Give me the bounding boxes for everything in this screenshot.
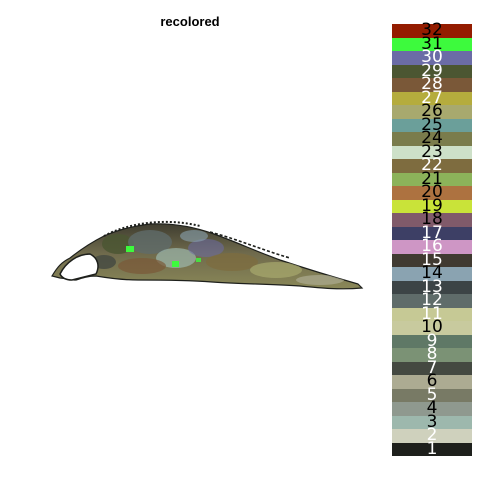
legend-swatch-21: [392, 172, 472, 187]
legend-swatch-17: [392, 226, 472, 241]
legend-swatch-6: [392, 375, 472, 389]
legend-swatch-14: [392, 267, 472, 281]
legend-swatch-11: [392, 307, 472, 322]
legend-swatch-1: [392, 442, 472, 457]
specimen-image: [51, 220, 364, 290]
legend-swatch-29: [392, 64, 472, 79]
specimen-silhouette: [51, 220, 364, 290]
legend-swatch-22: [392, 159, 472, 173]
legend-swatch-18: [392, 213, 472, 227]
plot-title: recolored: [160, 14, 220, 29]
legend-swatch-16: [392, 240, 472, 254]
legend-swatch-9: [392, 334, 472, 349]
legend-swatch-10: [392, 321, 472, 335]
legend-swatch-28: [392, 78, 472, 92]
legend-swatch-13: [392, 280, 472, 295]
color-legend: 1 2 3 4 5 6 7 8 9 10 11 12 13 14 15 16 17 18 19 20 21 22 23 24 2…: [392, 22, 472, 457]
legend-swatch-5: [392, 388, 472, 403]
legend-swatch-12: [392, 294, 472, 308]
legend-swatch-31: [392, 37, 472, 52]
legend-swatch-27: [392, 91, 472, 106]
legend-swatch-15: [392, 253, 472, 268]
legend-swatch-25: [392, 118, 472, 133]
legend-swatch-23: [392, 145, 472, 160]
legend-swatch-8: [392, 348, 472, 362]
legend-swatch-24: [392, 132, 472, 146]
legend-swatch-30: [392, 51, 472, 65]
legend-swatch-7: [392, 361, 472, 376]
legend-swatch-2: [392, 429, 472, 443]
legend-swatch-4: [392, 402, 472, 416]
legend-swatch-3: [392, 415, 472, 430]
legend-swatch-20: [392, 186, 472, 200]
legend-swatch-32: [392, 24, 472, 38]
legend-swatch-26: [392, 105, 472, 119]
legend-swatch-19: [392, 199, 472, 214]
